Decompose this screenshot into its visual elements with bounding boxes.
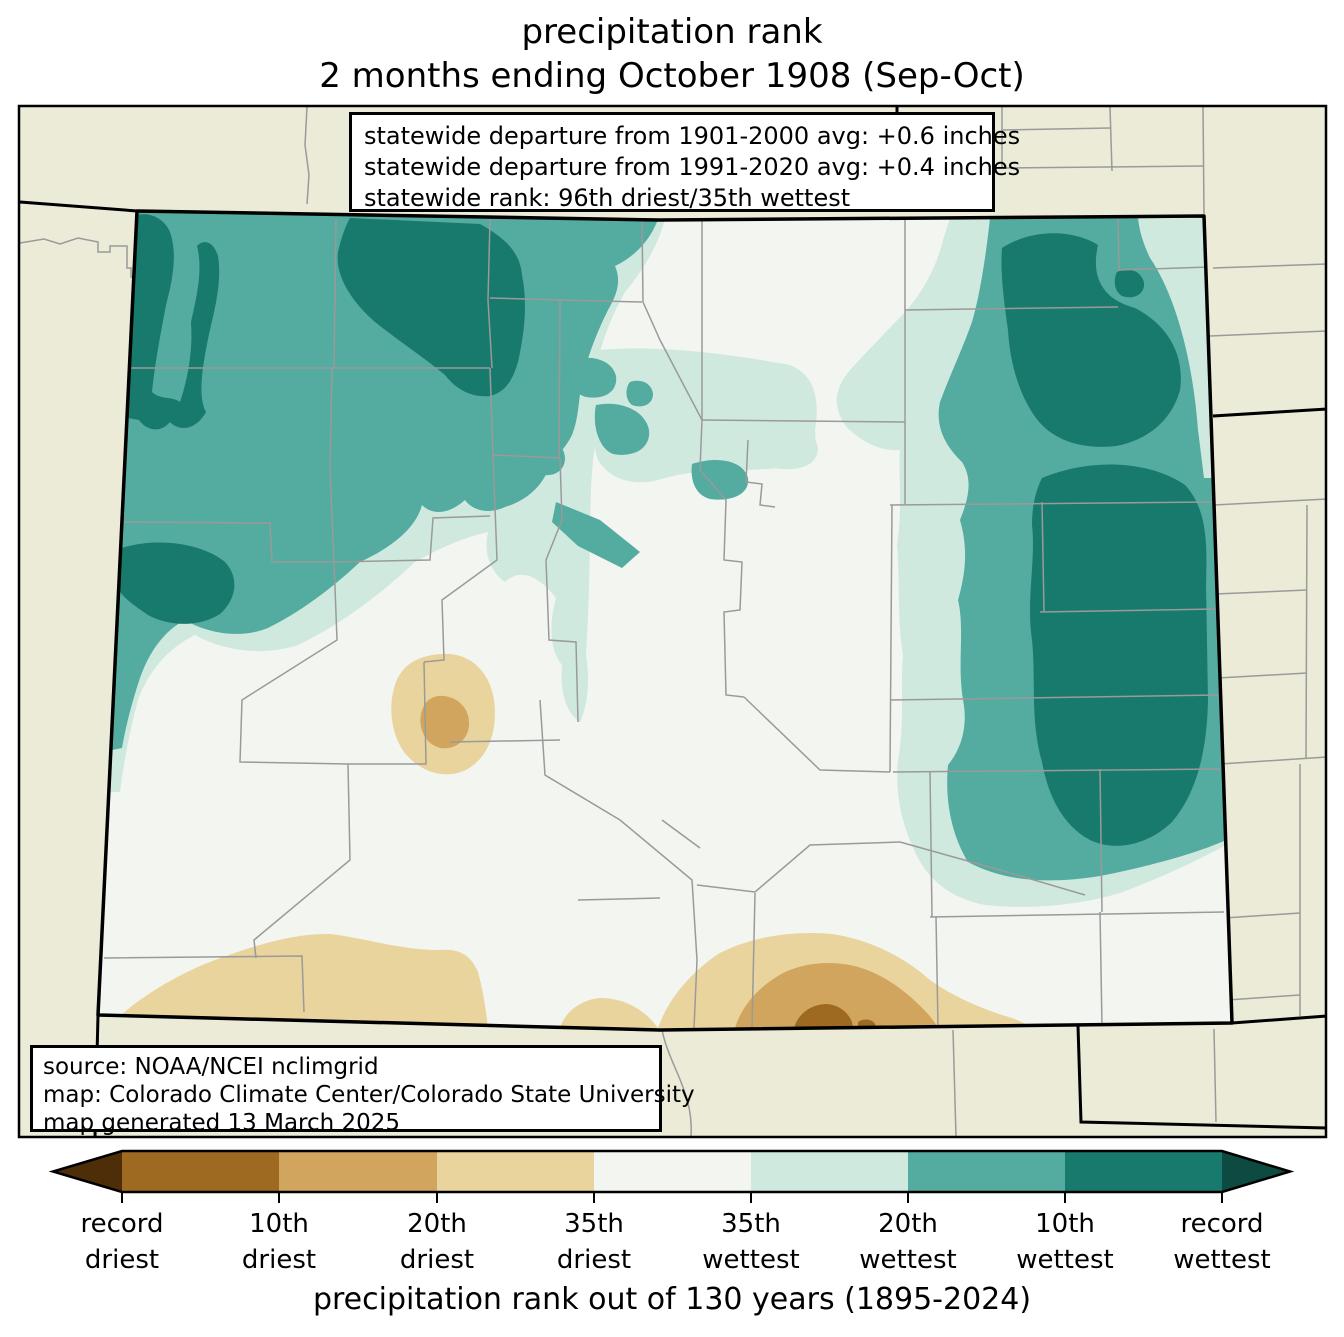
colorbar-seg-normal [594, 1151, 751, 1192]
label-text: driest [556, 1245, 632, 1275]
colorbar-caption: precipitation rank out of 130 years (189… [0, 1282, 1344, 1317]
colorbar-ticks [121, 1192, 1223, 1203]
region-northwest-wet20 [112, 211, 658, 750]
colorbar-label-35th-driest: 35th driest [509, 1206, 679, 1278]
region-central-dry20-core [420, 695, 470, 749]
label-text: wettest [859, 1245, 957, 1275]
colorbar-label-35th-wettest: 35th wettest [666, 1206, 836, 1278]
stats-line-departure-1901: statewide departure from 1901-2000 avg: … [364, 122, 1021, 150]
region-south-dry20-core [735, 963, 938, 1028]
colorbar-label-10th-driest: 10th driest [194, 1206, 364, 1278]
label-text: wettest [1173, 1245, 1271, 1275]
region-denver-wet35-patch [754, 421, 818, 470]
label-text: record [80, 1209, 164, 1239]
colorbar-seg-dry10 [122, 1151, 279, 1192]
region-northwest-wet10-main [337, 218, 525, 397]
stats-line-departure-1991: statewide departure from 1991-2020 avg: … [364, 153, 1021, 181]
stats-line-rank: statewide rank: 96th driest/35th wettest [364, 184, 851, 212]
label-text: wettest [1016, 1245, 1114, 1275]
colorbar-arrow-record-wettest [1222, 1151, 1290, 1192]
label-text: 20th [878, 1209, 938, 1239]
region-east-wet10-small [1114, 269, 1145, 298]
region-northwest-wet10-lower [119, 542, 235, 624]
source-line: source: NOAA/NCEI nclimgrid [43, 1054, 379, 1080]
region-east-wet10-lower [1030, 464, 1208, 846]
caption-text: precipitation rank out of 130 years (189… [312, 1282, 1032, 1317]
label-text: wettest [702, 1245, 800, 1275]
label-text: 10th [249, 1209, 309, 1239]
colorbar-arrow-record-driest [53, 1151, 122, 1192]
region-northwest-wet10-border-band [128, 214, 220, 430]
colorbar-label-record-wettest: record wettest [1137, 1206, 1307, 1278]
label-text: driest [241, 1245, 317, 1275]
colorbar-label-record-driest: record driest [37, 1206, 207, 1278]
colorbar-seg-dry35 [437, 1151, 594, 1192]
colorbar-seg-wet20 [908, 1151, 1065, 1192]
map-credit-line: map: Colorado Climate Center/Colorado St… [43, 1082, 695, 1108]
colorbar-label-20th-wettest: 20th wettest [823, 1206, 993, 1278]
generated-date-line: map generated 13 March 2025 [43, 1110, 401, 1136]
colorbar-label-20th-driest: 20th driest [352, 1206, 522, 1278]
figure-title: precipitation rank 2 months ending Octob… [0, 10, 1344, 98]
label-text: 20th [407, 1209, 467, 1239]
region-south-dry35-west-band [120, 933, 488, 1028]
title-line1: precipitation rank [521, 12, 823, 52]
colorbar [48, 1149, 1295, 1203]
region-south-dry35-gap-strip [560, 998, 658, 1028]
source-attribution-box: source: NOAA/NCEI nclimgrid map: Colorad… [30, 1045, 695, 1136]
map-frame [17, 104, 1328, 1139]
region-south-dry10-spot [794, 1004, 853, 1028]
label-text: 35th [564, 1209, 624, 1239]
label-text: driest [399, 1245, 475, 1275]
state-interior [98, 211, 1232, 1030]
region-necorner-wet35-strip [1138, 216, 1215, 478]
label-text: driest [84, 1245, 160, 1275]
county-lines [103, 216, 1225, 1029]
colorado-state-border [96, 209, 1234, 1032]
label-text: 35th [721, 1209, 781, 1239]
label-text: record [1180, 1209, 1264, 1239]
region-east-wet10-upper [1001, 233, 1181, 447]
label-text: 10th [1035, 1209, 1095, 1239]
title-line2: 2 months ending October 1908 (Sep-Oct) [319, 56, 1025, 96]
colorbar-label-10th-wettest: 10th wettest [980, 1206, 1150, 1278]
colorbar-seg-wet10 [1065, 1151, 1222, 1192]
colorbar-seg-dry20 [279, 1151, 437, 1192]
statewide-stats-box: statewide departure from 1901-2000 avg: … [349, 112, 1021, 212]
colorbar-seg-wet35 [751, 1151, 908, 1192]
